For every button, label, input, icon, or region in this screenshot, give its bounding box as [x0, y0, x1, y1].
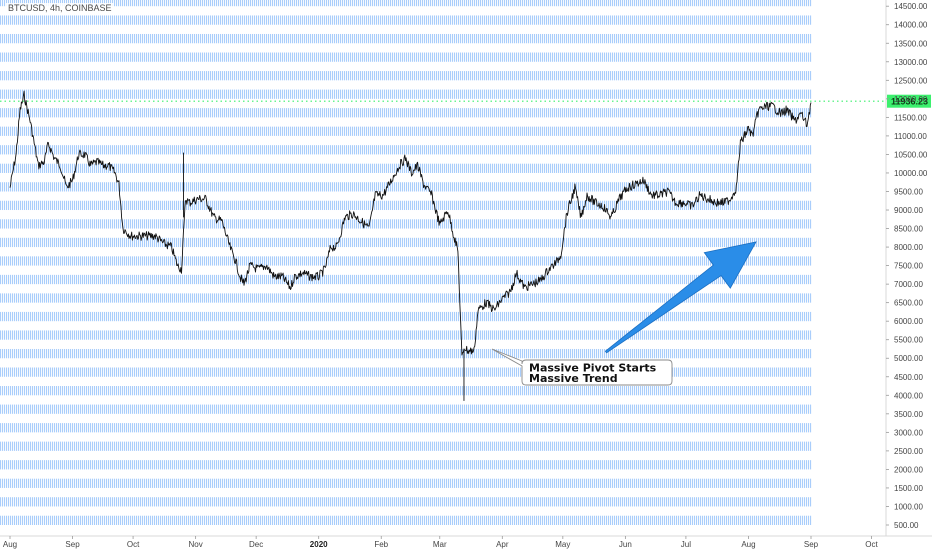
- y-tick-label: 12000.00: [894, 95, 928, 104]
- hatched-band: [0, 367, 812, 377]
- y-tick-label: 3000.00: [894, 428, 923, 437]
- callout-line-1: Massive Pivot Starts: [529, 362, 657, 375]
- y-tick-label: 10500.00: [894, 150, 928, 159]
- y-tick-label: 6000.00: [894, 317, 923, 326]
- x-tick-label: Jun: [619, 540, 632, 549]
- y-tick-label: 5500.00: [894, 336, 923, 345]
- y-tick-label: 5000.00: [894, 354, 923, 363]
- x-tick-label: Nov: [189, 540, 203, 549]
- hatched-band: [0, 293, 812, 303]
- y-tick-label: 13500.00: [894, 39, 928, 48]
- hatched-band: [0, 0, 812, 7]
- x-tick-label: Jul: [681, 540, 691, 549]
- hatched-band: [0, 497, 812, 507]
- y-tick-label: 13000.00: [894, 58, 928, 67]
- hatched-band: [0, 126, 812, 136]
- y-tick-label: 1500.00: [894, 484, 923, 493]
- price-series-line: [9, 90, 812, 356]
- trend-arrow-layer: [604, 241, 757, 354]
- hatched-band-layer: [0, 0, 812, 525]
- y-tick-label: 9000.00: [894, 206, 923, 215]
- y-tick-label: 1000.00: [894, 502, 923, 511]
- y-tick-label: 500.00: [894, 521, 919, 530]
- hatched-band: [0, 386, 812, 396]
- x-tick-label: Feb: [374, 540, 388, 549]
- y-tick-label: 8500.00: [894, 225, 923, 234]
- x-tick-label: Mar: [433, 540, 447, 549]
- y-tick-label: 14500.00: [894, 2, 928, 11]
- callout-bubble: [491, 348, 673, 386]
- current-price-tag: 11936.23: [887, 94, 931, 108]
- y-tick-label: 9500.00: [894, 187, 923, 196]
- y-tick-label: 11000.00: [894, 132, 927, 141]
- hatched-band: [0, 330, 812, 340]
- price-series-layer: [9, 90, 812, 401]
- x-tick-label: Sep: [65, 540, 80, 549]
- hatched-band: [0, 145, 812, 155]
- hatched-band: [0, 515, 812, 525]
- y-tick-label: 4500.00: [894, 373, 923, 382]
- hatched-band: [0, 200, 812, 211]
- x-tick-label: Oct: [865, 540, 878, 549]
- hatched-band: [0, 256, 812, 266]
- x-tick-label: Sep: [804, 540, 819, 549]
- current-price-tag-bg: [887, 94, 931, 108]
- hatched-band: [0, 404, 812, 414]
- y-tick-label: 10000.00: [894, 169, 928, 178]
- y-tick-label: 11500.00: [894, 113, 927, 122]
- x-tick-label: 2020: [310, 540, 328, 549]
- y-tick-label: 2000.00: [894, 465, 923, 474]
- pane-separator: [0, 0, 932, 537]
- hatched-band: [0, 219, 812, 229]
- y-tick-label: 12500.00: [894, 76, 928, 85]
- price-axis[interactable]: 500.00 1000.00 1500.00 2000.00 2500.00 3000.0…: [886, 2, 928, 530]
- hatched-band: [0, 478, 812, 488]
- symbol-label: BTCUSD, 4h, COINBASE: [6, 3, 114, 13]
- y-tick-label: 4000.00: [894, 391, 923, 400]
- y-tick-label: 14000.00: [894, 21, 928, 30]
- time-axis[interactable]: Aug Sep Oct Nov Dec 2020 Feb Mar Apr May Jun Jul Aug…: [3, 536, 879, 549]
- hatched-band: [0, 348, 812, 359]
- hatched-band: [0, 52, 812, 62]
- hatched-band: [0, 274, 812, 285]
- y-tick-label: 6500.00: [894, 299, 923, 308]
- hatched-band: [0, 89, 812, 99]
- y-tick-label: 7000.00: [894, 280, 923, 289]
- hatched-band: [0, 71, 812, 81]
- hatched-band: [0, 423, 812, 433]
- hatched-band: [0, 15, 812, 25]
- trend-arrow: [604, 241, 757, 354]
- callout-line-2: Massive Trend: [529, 372, 618, 385]
- hatched-band: [0, 460, 812, 470]
- y-tick-label: 7500.00: [894, 262, 923, 271]
- hatched-band: [0, 163, 812, 173]
- x-tick-label: Apr: [496, 540, 509, 549]
- hatched-band: [0, 33, 812, 44]
- x-tick-label: Aug: [3, 540, 17, 549]
- y-tick-label: 8000.00: [894, 243, 923, 252]
- y-tick-label: 2500.00: [894, 447, 923, 456]
- hatched-band: [0, 311, 812, 322]
- current-price-layer: 11936.23: [0, 94, 931, 108]
- x-tick-label: Dec: [249, 540, 263, 549]
- current-price-value: 11936.23: [891, 96, 928, 106]
- hatched-band: [0, 108, 812, 118]
- hatched-band: [0, 237, 812, 248]
- x-tick-label: Aug: [741, 540, 755, 549]
- hatched-band: [0, 182, 812, 192]
- y-tick-label: 3500.00: [894, 410, 923, 419]
- x-tick-label: May: [555, 540, 570, 549]
- x-tick-label: Oct: [127, 540, 140, 549]
- hatched-band: [0, 441, 812, 451]
